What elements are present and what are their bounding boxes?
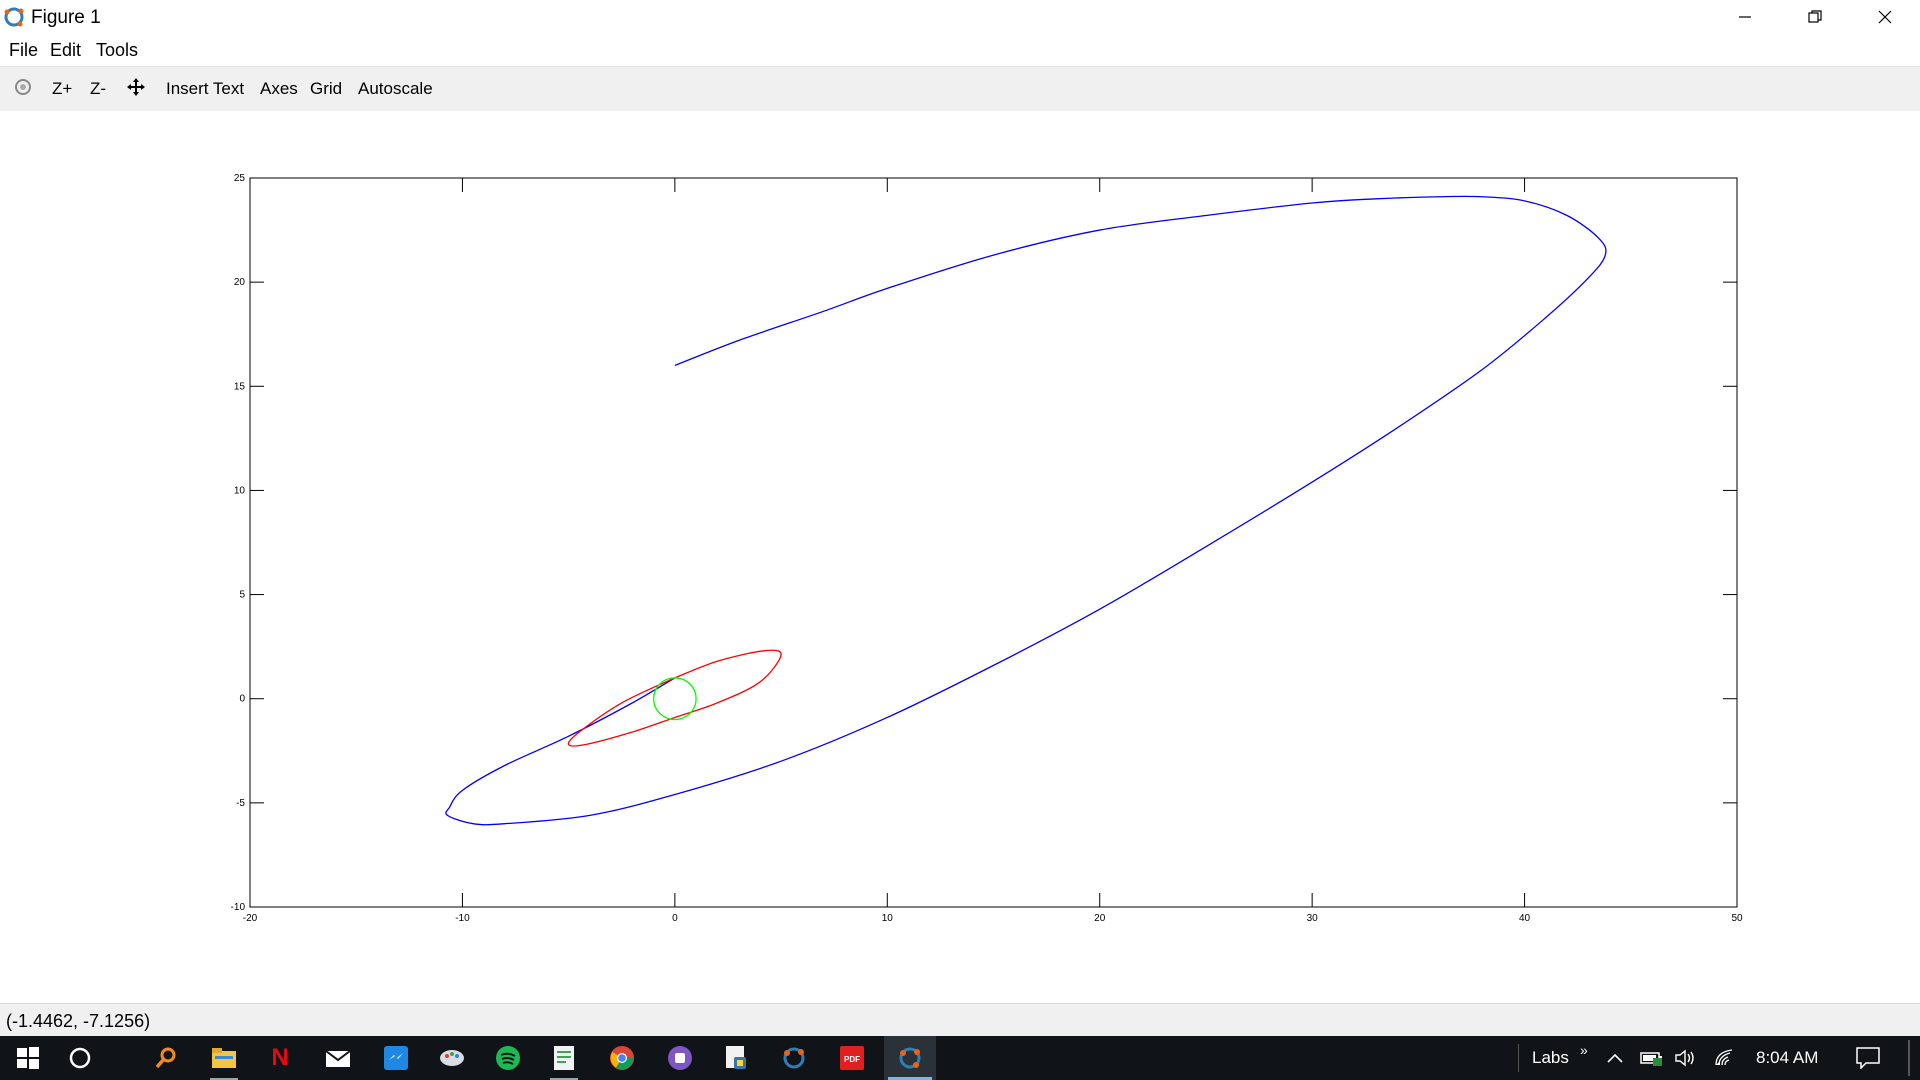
octave-active-icon[interactable]	[884, 1036, 936, 1080]
x-tick-label: -10	[455, 913, 470, 924]
clock-time[interactable]: 8:04 AM	[1756, 1048, 1819, 1067]
x-tick-label: 10	[882, 913, 894, 924]
show-desktop-button[interactable]	[1908, 1040, 1910, 1076]
y-tick-label: 20	[234, 277, 246, 288]
pan-button[interactable]	[126, 77, 146, 102]
x-tick-label: 0	[672, 913, 678, 924]
octave-app-icon	[4, 7, 24, 27]
chrome-icon[interactable]	[598, 1036, 646, 1080]
x-tick-label: 20	[1094, 913, 1106, 924]
status-bar: (-1.4462, -7.1256)	[0, 1003, 1920, 1037]
y-tick-label: -5	[236, 798, 245, 809]
y-tick-label: 25	[234, 173, 246, 184]
x-tick-label: -20	[243, 913, 258, 924]
menu-edit[interactable]: Edit	[50, 40, 82, 60]
series-line-1	[567, 649, 782, 747]
pdf-icon[interactable]: PDF	[828, 1036, 876, 1080]
pan-icon	[127, 78, 145, 96]
zoom-in-button[interactable]: Z+	[52, 79, 73, 98]
close-button[interactable]	[1850, 0, 1920, 34]
rotate-button[interactable]	[13, 77, 33, 102]
y-tick-label: 15	[234, 381, 246, 392]
labs-toolbar[interactable]: Labs	[1532, 1048, 1569, 1067]
menu-file[interactable]: File	[9, 40, 39, 60]
battery-icon[interactable]	[1640, 1036, 1664, 1080]
insert-text-button[interactable]: Insert Text	[166, 79, 245, 98]
menu-tools[interactable]: Tools	[96, 40, 139, 60]
figure-toolbar: Z+ Z- Insert Text Axes Grid Autoscale	[0, 66, 1920, 112]
spotify-icon[interactable]	[484, 1036, 532, 1080]
taskbar: N PDF Labs » 8:04 AM	[0, 1036, 1920, 1080]
notepad-icon[interactable]	[540, 1036, 588, 1080]
notifications-icon[interactable]	[1856, 1036, 1880, 1080]
y-tick-label: 5	[239, 590, 245, 601]
series-line-2	[652, 677, 697, 721]
chevron-expand-icon[interactable]: »	[1580, 1042, 1588, 1058]
volume-icon[interactable]	[1674, 1036, 1698, 1080]
file-explorer-icon[interactable]	[200, 1036, 248, 1080]
series-line-0	[445, 195, 1607, 826]
grid-button[interactable]: Grid	[310, 79, 343, 98]
autoscale-button[interactable]: Autoscale	[358, 79, 433, 98]
axes-box	[249, 177, 1738, 908]
menu-bar: File Edit Tools	[0, 34, 1920, 66]
messenger-icon[interactable]	[372, 1036, 420, 1080]
python-icon[interactable]	[712, 1036, 760, 1080]
cursor-coordinates: (-1.4462, -7.1256)	[6, 1011, 151, 1031]
paint-icon[interactable]	[428, 1036, 476, 1080]
axes-button[interactable]: Axes	[260, 79, 298, 98]
zoom-out-button[interactable]: Z-	[90, 79, 107, 98]
restore-button[interactable]	[1780, 0, 1850, 34]
minimize-icon	[1739, 16, 1751, 18]
y-tick-label: -10	[231, 902, 246, 913]
figure-canvas[interactable]: -20 -10 0 10 20 30 40 50 -10 -5 0 5 10 15 20 25	[0, 111, 1920, 1003]
window-title: Figure 1	[31, 7, 101, 28]
search-app-icon[interactable]	[142, 1036, 190, 1080]
svg-text:PDF: PDF	[844, 1055, 860, 1064]
y-tick-label: 10	[234, 485, 246, 496]
netflix-icon[interactable]: N	[271, 1044, 289, 1071]
x-tick-label: 30	[1307, 913, 1319, 924]
rotate-icon	[15, 79, 31, 95]
mail-icon[interactable]	[314, 1036, 362, 1080]
octave-icon[interactable]	[770, 1036, 818, 1080]
app-icon[interactable]	[656, 1036, 704, 1080]
x-tick-label: 50	[1731, 913, 1743, 924]
show-hidden-icons-icon[interactable]	[1606, 1036, 1624, 1080]
y-tick-label: 0	[239, 694, 245, 705]
windows-start-icon[interactable]	[4, 1036, 52, 1080]
title-bar: Figure 1	[0, 0, 1920, 34]
wifi-icon[interactable]	[1714, 1036, 1738, 1080]
cortana-icon[interactable]	[56, 1036, 104, 1080]
taskbar-divider	[1518, 1044, 1519, 1072]
close-icon	[1878, 10, 1892, 24]
minimize-button[interactable]	[1710, 0, 1780, 34]
x-tick-label: 40	[1519, 913, 1531, 924]
restore-icon	[1808, 10, 1822, 23]
